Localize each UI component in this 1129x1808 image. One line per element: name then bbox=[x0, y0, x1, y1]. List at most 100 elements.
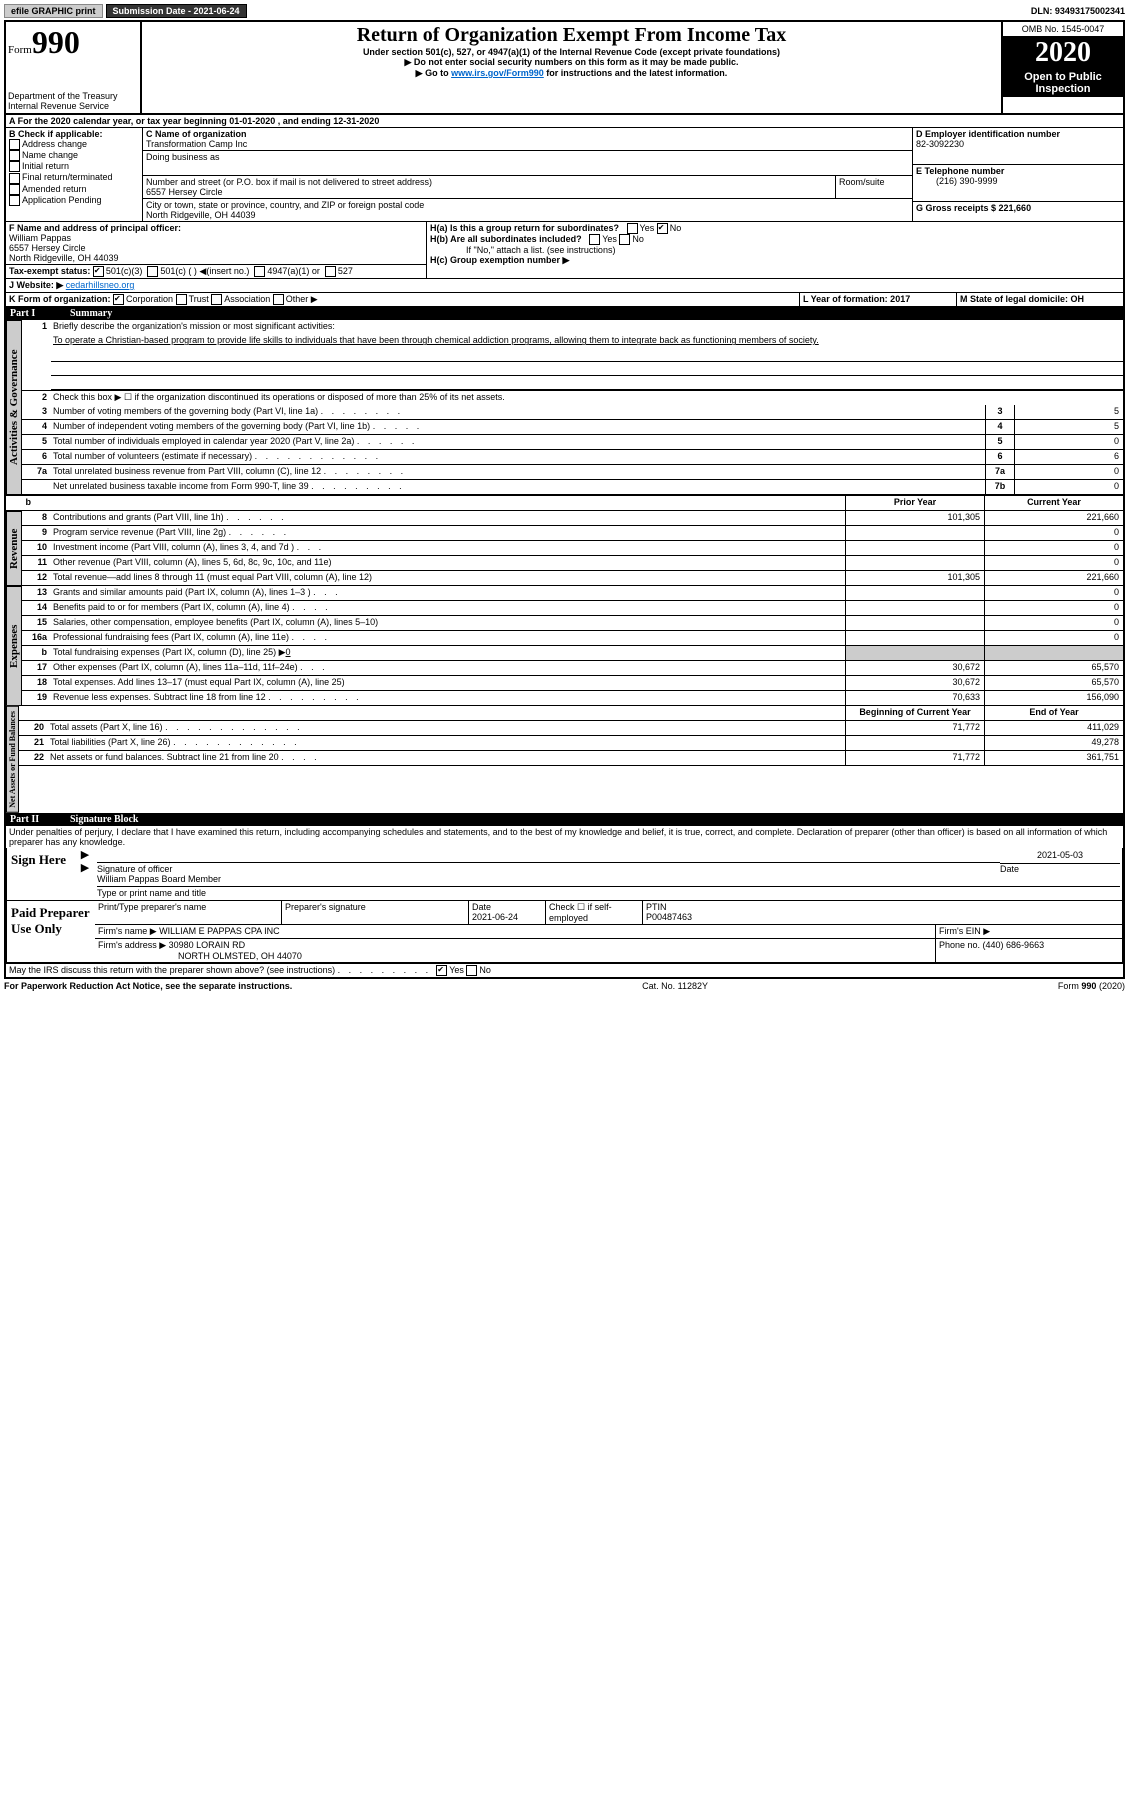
i-o3: 4947(a)(1) or bbox=[267, 266, 320, 276]
l3: Number of voting members of the governin… bbox=[53, 406, 318, 416]
dln: DLN: 93493175002341 bbox=[1031, 6, 1125, 16]
tab-ex: Expenses bbox=[6, 586, 22, 706]
tab-ag: Activities & Governance bbox=[6, 320, 22, 495]
b-o2: Name change bbox=[22, 150, 78, 160]
b-o3: Initial return bbox=[22, 161, 69, 171]
paid-preparer-lbl: Paid Preparer Use Only bbox=[7, 901, 95, 962]
f-l3: North Ridgeville, OH 44039 bbox=[9, 253, 423, 263]
l1txt: To operate a Christian-based program to … bbox=[51, 334, 1123, 348]
i-o1: 501(c)(3) bbox=[106, 266, 143, 276]
tab-rv: Revenue bbox=[6, 511, 22, 586]
col-py: Prior Year bbox=[845, 496, 984, 510]
dept: Department of the Treasury bbox=[8, 91, 138, 101]
activities-governance: Activities & Governance 1Briefly describ… bbox=[6, 320, 1123, 495]
sign-here-lbl: Sign Here bbox=[7, 848, 75, 900]
m-lbl: M State of legal domicile: OH bbox=[957, 293, 1123, 306]
footer: For Paperwork Reduction Act Notice, see … bbox=[4, 979, 1125, 993]
v3: 5 bbox=[1014, 405, 1123, 419]
l1: Briefly describe the organization's miss… bbox=[51, 320, 1123, 334]
form-word: Form bbox=[8, 44, 32, 56]
l7a: Total unrelated business revenue from Pa… bbox=[53, 466, 321, 476]
omb: OMB No. 1545-0047 bbox=[1003, 22, 1123, 37]
v5: 0 bbox=[1014, 435, 1123, 449]
top-bar: efile GRAPHIC print Submission Date - 20… bbox=[4, 4, 1125, 18]
v6: 6 bbox=[1014, 450, 1123, 464]
sec-a: A For the 2020 calendar year, or tax yea… bbox=[6, 115, 1123, 128]
sub1: Under section 501(c), 527, or 4947(a)(1)… bbox=[144, 47, 999, 57]
revenue: Revenue 8Contributions and grants (Part … bbox=[6, 511, 1123, 586]
b-o6: Application Pending bbox=[22, 195, 102, 205]
v4: 5 bbox=[1014, 420, 1123, 434]
expenses: Expenses 13Grants and similar amounts pa… bbox=[6, 586, 1123, 706]
hbnote: If "No," attach a list. (see instruction… bbox=[430, 245, 1120, 255]
website-link[interactable]: cedarhillsneo.org bbox=[66, 280, 135, 290]
net-assets: Net Assets or Fund Balances Beginning of… bbox=[6, 706, 1123, 813]
sub3a: ▶ Go to bbox=[416, 68, 451, 78]
foot-r: Form 990 (2020) bbox=[1058, 981, 1125, 991]
b-o4: Final return/terminated bbox=[22, 172, 113, 182]
addr-lbl: Number and street (or P.O. box if mail i… bbox=[146, 177, 432, 187]
addr: 6557 Hersey Circle bbox=[146, 187, 223, 197]
sig-decl: Under penalties of perjury, I declare th… bbox=[6, 826, 1123, 848]
tab-na: Net Assets or Fund Balances bbox=[6, 706, 19, 813]
efile-btn[interactable]: efile GRAPHIC print bbox=[4, 4, 103, 18]
i-o2: 501(c) ( ) ◀(insert no.) bbox=[160, 266, 249, 276]
b-o1: Address change bbox=[22, 139, 87, 149]
part2-hdr: Part IISignature Block bbox=[6, 813, 1123, 826]
foot-m: Cat. No. 11282Y bbox=[642, 981, 708, 991]
sec-bcdeg: B Check if applicable: Address change Na… bbox=[6, 128, 1123, 222]
f-l1: William Pappas bbox=[9, 233, 423, 243]
sec-j: J Website: ▶ cedarhillsneo.org bbox=[6, 279, 1123, 293]
f-l2: 6557 Hersey Circle bbox=[9, 243, 423, 253]
l7b: Net unrelated business taxable income fr… bbox=[53, 481, 309, 491]
l6: Total number of volunteers (estimate if … bbox=[53, 451, 252, 461]
j-lbl: J Website: ▶ bbox=[9, 280, 63, 290]
may-discuss: May the IRS discuss this return with the… bbox=[9, 965, 335, 975]
ha: H(a) Is this a group return for subordin… bbox=[430, 223, 619, 233]
form-container: Form990 Department of the Treasury Inter… bbox=[4, 20, 1125, 979]
city: North Ridgeville, OH 44039 bbox=[146, 210, 256, 220]
i-lbl: Tax-exempt status: bbox=[9, 266, 90, 276]
city-lbl: City or town, state or province, country… bbox=[146, 200, 424, 210]
b-hdr: B Check if applicable: bbox=[9, 129, 139, 139]
org-name: Transformation Camp Inc bbox=[146, 139, 909, 149]
v7b: 0 bbox=[1014, 480, 1123, 494]
irs-link[interactable]: www.irs.gov/Form990 bbox=[451, 68, 544, 78]
col-cy: Current Year bbox=[984, 496, 1123, 510]
subdate: Submission Date - 2021-06-24 bbox=[106, 4, 247, 18]
foot-l: For Paperwork Reduction Act Notice, see … bbox=[4, 981, 292, 991]
d-val: 82-3092230 bbox=[916, 139, 964, 149]
typed-name: William Pappas Board Member bbox=[97, 874, 1120, 887]
v7a: 0 bbox=[1014, 465, 1123, 479]
c-hdr: C Name of organization bbox=[146, 129, 909, 139]
k-lbl: K Form of organization: bbox=[9, 294, 111, 304]
hb: H(b) Are all subordinates included? bbox=[430, 234, 582, 244]
l5: Total number of individuals employed in … bbox=[53, 436, 354, 446]
hc: H(c) Group exemption number ▶ bbox=[430, 255, 1120, 266]
f-lbl: F Name and address of principal officer: bbox=[9, 223, 423, 233]
part1-hdr: Part ISummary bbox=[6, 307, 1123, 320]
e-val: (216) 390-9999 bbox=[916, 176, 998, 186]
sigoff-line bbox=[97, 850, 1000, 863]
form-title: Return of Organization Exempt From Incom… bbox=[144, 24, 999, 47]
otp1: Open to Public bbox=[1024, 71, 1102, 83]
form-header: Form990 Department of the Treasury Inter… bbox=[6, 22, 1123, 115]
otp2: Inspection bbox=[1035, 83, 1090, 95]
l2: Check this box ▶ ☐ if the organization d… bbox=[51, 391, 1123, 405]
dba-lbl: Doing business as bbox=[143, 151, 912, 176]
g-lbl: G Gross receipts $ 221,660 bbox=[913, 202, 1123, 214]
sec-klm: K Form of organization: Corporation Trus… bbox=[6, 293, 1123, 307]
room-lbl: Room/suite bbox=[835, 176, 912, 198]
irs: Internal Revenue Service bbox=[8, 101, 138, 111]
l4: Number of independent voting members of … bbox=[53, 421, 370, 431]
year: 2020 bbox=[1003, 37, 1123, 69]
signature-area: Sign Here ▶▶ 2021-05-03 Signature of off… bbox=[6, 848, 1123, 963]
form-number: 990 bbox=[32, 24, 80, 60]
l-lbl: L Year of formation: 2017 bbox=[800, 293, 957, 306]
i-o4: 527 bbox=[338, 266, 353, 276]
sub3b: for instructions and the latest informat… bbox=[544, 68, 728, 78]
sub2: ▶ Do not enter social security numbers o… bbox=[144, 57, 999, 68]
d-lbl: D Employer identification number bbox=[916, 129, 1060, 139]
e-lbl: E Telephone number bbox=[916, 166, 1004, 176]
b-o5: Amended return bbox=[22, 184, 87, 194]
